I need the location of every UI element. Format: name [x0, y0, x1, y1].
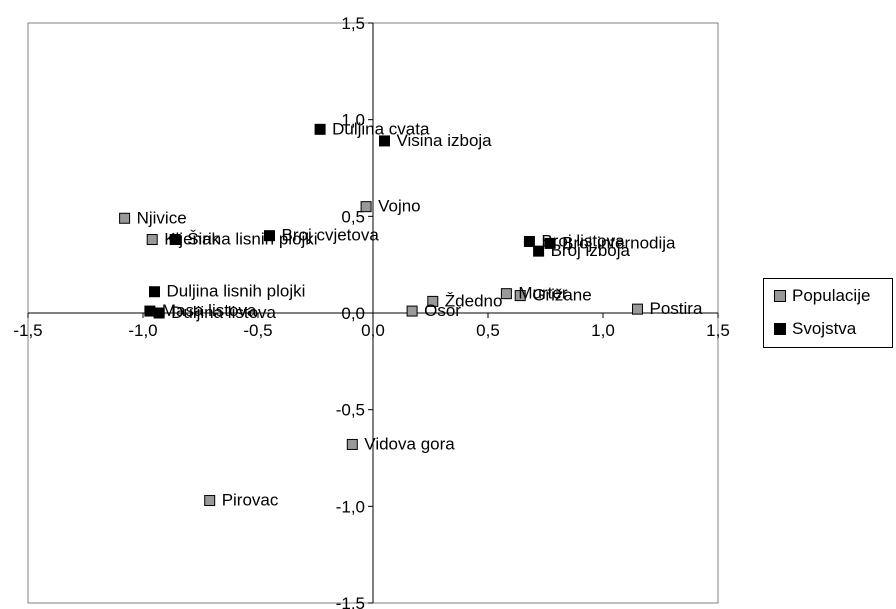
data-label: Masa listova: [162, 301, 257, 320]
data-label: Pirovac: [222, 491, 279, 510]
y-tick-label: 0,0: [341, 304, 365, 323]
data-point: [144, 305, 156, 317]
data-point: [204, 495, 216, 507]
data-point: [360, 201, 372, 213]
data-label: Broj internodija: [562, 233, 676, 252]
y-tick-label: -1,0: [336, 497, 365, 516]
data-point: [146, 234, 158, 246]
x-tick-label: -1,0: [128, 321, 157, 340]
y-tick-label: 1,0: [341, 111, 365, 130]
x-tick-label: 1,0: [591, 321, 615, 340]
data-label: Postira: [650, 299, 703, 318]
data-point: [149, 286, 160, 298]
legend-label-populacije: Populacije: [792, 286, 871, 305]
data-point: [427, 295, 439, 307]
data-point: [523, 235, 535, 247]
data-label: Murter: [518, 284, 567, 303]
legend-swatch-populacije: [774, 290, 786, 302]
data-point: [500, 288, 512, 300]
data-point: [544, 237, 556, 249]
data-label: Broj listova: [541, 231, 625, 250]
x-tick-label: 1,5: [706, 321, 730, 340]
data-point: [514, 290, 526, 302]
data-point: [119, 212, 131, 224]
data-label: Širina lisnih plojki: [187, 230, 317, 249]
y-tick-label: -1,5: [336, 594, 365, 609]
legend-label-svojstva: Svojstva: [792, 319, 857, 338]
x-tick-label: 0,0: [361, 321, 385, 340]
data-point: [346, 438, 358, 450]
data-label: Broj cvjetova: [282, 226, 380, 245]
data-point: [153, 307, 165, 319]
data-label: Ždedno: [445, 291, 503, 310]
x-tick-label: -0,5: [243, 321, 272, 340]
data-point: [632, 303, 643, 315]
data-point: [314, 123, 326, 135]
x-tick-label: -1,5: [13, 321, 42, 340]
data-label: Duljina cvata: [332, 119, 430, 138]
data-label: Visina izboja: [397, 131, 493, 150]
data-point: [379, 135, 390, 147]
legend-swatch-svojstva: [774, 323, 786, 335]
data-point: [533, 245, 545, 257]
y-tick-label: -0,5: [336, 401, 365, 420]
data-label: Vojno: [378, 197, 421, 216]
axes: -1,5 -1,0 -0,5 0,0 0,5 1,0 1,5 1,5 1,0 0,5 0,0 -0,5…: [13, 14, 729, 609]
data-label: Broj izboja: [551, 241, 631, 260]
data-label: Duljina listova: [171, 303, 276, 322]
legend-item-populacije: Populacije: [774, 286, 870, 306]
y-tick-label: 0,5: [341, 207, 365, 226]
legend: Populacije Svojstva: [763, 278, 893, 348]
y-tick-label: 1,5: [341, 14, 365, 33]
legend-item-svojstva: Svojstva: [774, 319, 856, 339]
data-label: Duljina lisnih plojki: [167, 282, 306, 301]
data-point: [169, 234, 181, 246]
data-label: Njivice: [137, 208, 187, 227]
data-point: [406, 305, 418, 317]
data-label: Kljenak: [164, 230, 220, 249]
data-label: Vidova gora: [364, 434, 455, 453]
data-label: Osor: [424, 301, 461, 320]
x-tick-label: 0,5: [476, 321, 500, 340]
data-label: Grižane: [532, 286, 592, 305]
data-point: [264, 230, 275, 242]
data-points: [119, 123, 643, 507]
